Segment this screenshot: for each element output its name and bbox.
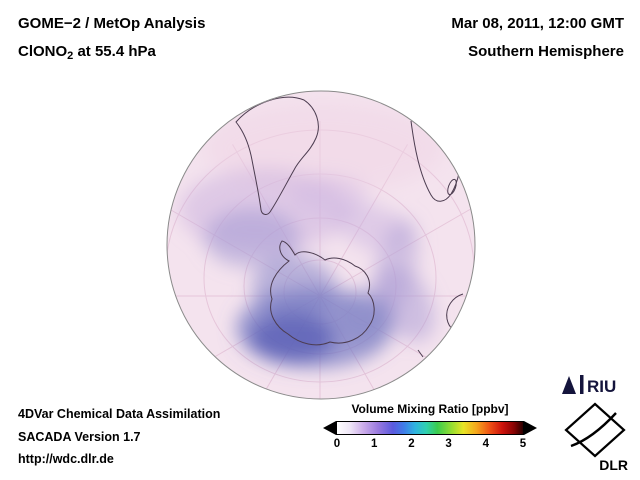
riu-text: RIU <box>587 377 616 396</box>
header-left: GOME−2 / MetOp Analysis ClONO2 at 55.4 h… <box>18 10 205 70</box>
continent-outlines <box>235 96 464 365</box>
madagascar-outline <box>447 178 457 196</box>
dlr-swoosh-icon <box>570 412 617 448</box>
hemisphere-label: Southern Hemisphere <box>468 43 624 60</box>
species-suffix: at 55.4 hPa <box>73 43 156 60</box>
colorbar: Volume Mixing Ratio [ppbv] 0 1 2 3 4 5 <box>323 402 537 454</box>
hemisphere-map <box>164 88 478 402</box>
colorbar-tick: 2 <box>408 438 415 450</box>
colorbar-tick: 3 <box>445 438 452 450</box>
datetime-label: Mar 08, 2011, 12:00 GMT <box>451 15 624 32</box>
riu-peak-icon <box>562 376 576 394</box>
species-label: ClONO2 at 55.4 hPa <box>18 38 205 70</box>
colorbar-tick: 4 <box>482 438 489 450</box>
species-prefix: ClONO <box>18 43 68 60</box>
colorbar-title: Volume Mixing Ratio [ppbv] <box>351 402 509 416</box>
colorbar-left-arrow <box>323 421 336 435</box>
species-subscript: 2 <box>67 50 74 62</box>
footer-credits: 4DVar Chemical Data Assimilation SACADA … <box>18 403 220 471</box>
dlr-diamond-icon <box>564 402 626 458</box>
dlr-text: DLR <box>599 457 628 473</box>
assimilation-label: 4DVar Chemical Data Assimilation <box>18 407 221 421</box>
colorbar-ticks: 0 1 2 3 4 5 <box>323 438 537 454</box>
colorbar-tick: 5 <box>519 438 527 450</box>
riu-logo: RIU <box>556 371 632 399</box>
south-america-outline <box>235 96 319 215</box>
mixing-ratio-field <box>179 103 444 368</box>
dlr-logo: DLR <box>558 400 632 474</box>
version-label: SACADA Version 1.7 <box>18 429 141 444</box>
header-right: Mar 08, 2011, 12:00 GMT Southern Hemisph… <box>451 10 624 66</box>
product-title: GOME−2 / MetOp Analysis <box>18 15 206 32</box>
hemisphere-globe-svg <box>166 90 476 400</box>
colorbar-gradient <box>336 421 524 435</box>
globe-rim <box>166 90 476 400</box>
colorbar-tick: 0 <box>333 438 341 450</box>
url-label: http://wdc.dlr.de <box>18 452 114 466</box>
colorbar-right-arrow <box>524 421 537 435</box>
colorbar-tick: 1 <box>370 438 378 450</box>
colorbar-bar <box>323 421 537 435</box>
riu-bar-icon <box>580 375 584 394</box>
antarctica-outline <box>270 240 375 346</box>
